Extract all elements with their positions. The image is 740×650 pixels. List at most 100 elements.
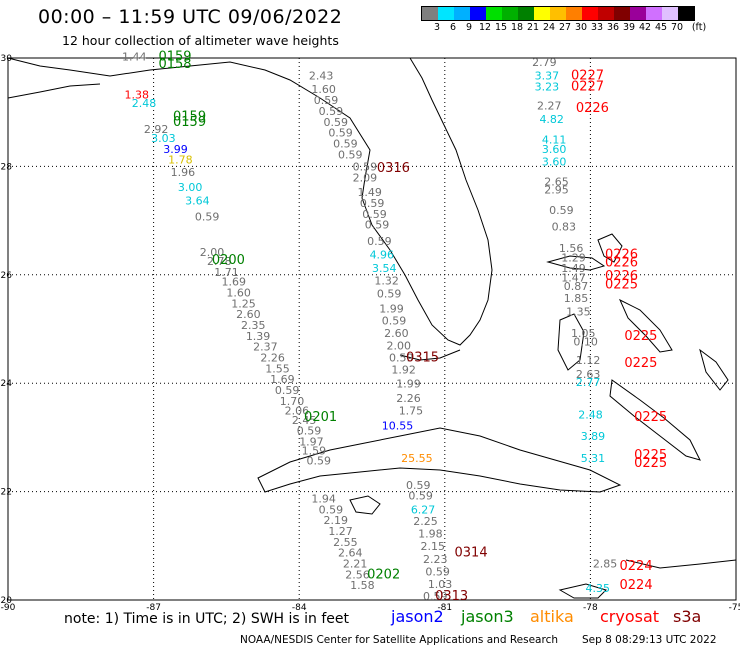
wave-height-value: 2.55: [333, 536, 358, 549]
latitude-label: 22: [1, 488, 12, 498]
legend-labels: 3 6 9 12 15 18 21 24 27 30 33 36 39 42 45 70 (ft): [421, 21, 706, 35]
wave-height-value: 2.26: [396, 392, 421, 405]
wave-height-value: 1.97: [299, 436, 324, 449]
legend-tick-label: 21: [526, 22, 540, 33]
wave-height-value: 2.48: [578, 408, 603, 421]
wave-height-value: 1.69: [270, 373, 295, 386]
wave-height-value: 3.23: [535, 81, 560, 94]
track-time-label: 0159: [173, 109, 206, 124]
legend-swatch: [550, 7, 566, 20]
page-title: 00:00 – 11:59 UTC 09/06/2022: [38, 6, 343, 28]
page-subtitle: 12 hour collection of altimeter wave hei…: [62, 33, 339, 48]
cuba-coastline: [257, 427, 622, 493]
legend-swatch: [646, 7, 662, 20]
track-time-label: 0224: [620, 559, 653, 574]
legend-tick-label: 12: [478, 22, 492, 33]
wave-height-value: 2.85: [593, 557, 618, 570]
track-time-label: 0227: [571, 69, 604, 84]
wave-height-value: 1.58: [350, 579, 375, 592]
track-time-label: 0225: [634, 410, 667, 425]
wave-height-value: 0.59: [319, 105, 344, 118]
mainland-panhandle: [7, 83, 101, 99]
legend-swatch: [566, 7, 582, 20]
track-time-label: 0200: [212, 253, 245, 268]
wave-height-value: 10.55: [382, 419, 414, 432]
wave-height-value: 1.55: [265, 362, 290, 375]
legend-tick-label: 70: [670, 22, 684, 33]
wave-height-value: 2.77: [576, 376, 601, 389]
wave-height-value: 1.35: [566, 305, 591, 318]
wave-height-value: 2.43: [309, 70, 334, 83]
legend-tick-label: 30: [574, 22, 588, 33]
wave-height-value: 2.95: [544, 184, 569, 197]
wave-height-value: 6.27: [411, 503, 436, 516]
track-time-label: 0159: [173, 115, 206, 130]
wave-height-value: 0.59: [314, 94, 339, 107]
wave-height-value: 0.59: [377, 288, 402, 301]
longitude-label: -81: [437, 603, 452, 613]
satellite-name-jason3: jason3: [461, 607, 514, 626]
longitude-label: -87: [146, 603, 161, 613]
wave-height-value: 2.00: [200, 246, 225, 259]
wave-height-value: 1.25: [231, 297, 256, 310]
legend-tick-label: 9: [465, 22, 473, 33]
wave-height-value: 1.85: [564, 292, 589, 305]
wave-height-value: 0.59: [338, 148, 363, 161]
legend-tick-label: 42: [638, 22, 652, 33]
latitude-labels: 30 28 26 24 22 20: [1, 54, 13, 606]
map-frame: [7, 57, 737, 601]
track-time-label: 0159: [158, 50, 191, 65]
legend-swatch: [534, 7, 550, 20]
wave-height-value: 1.47: [561, 271, 586, 284]
wave-height-value: 3.89: [581, 430, 606, 443]
wave-height-value: 0.59: [408, 490, 433, 503]
generated-timestamp: Sep 8 08:29:13 UTC 2022: [582, 634, 717, 646]
longitude-label: -75: [729, 603, 740, 613]
wave-height-value: 25.55: [401, 452, 433, 465]
wave-height-value: 0.83: [552, 220, 577, 233]
latitude-label: 28: [1, 162, 13, 172]
wave-height-value: 2.78: [207, 255, 232, 268]
legend-color-bar: [421, 6, 695, 21]
wave-height-value: 3.60: [542, 143, 567, 156]
wave-height-value: 1.29: [561, 251, 586, 264]
wave-height-value: 0.59: [549, 204, 574, 217]
wave-height-value: 3.99: [163, 143, 188, 156]
wave-height-value: 0.59: [306, 455, 331, 468]
wave-height-value: 2.65: [544, 175, 569, 188]
wave-height-value: 2.00: [387, 340, 412, 353]
wave-height-legend: 3 6 9 12 15 18 21 24 27 30 33 36 39 42 45 70 (ft): [421, 6, 706, 35]
latitude-label: 30: [1, 54, 13, 64]
legend-swatch: [518, 7, 534, 20]
bahamas-exuma: [609, 379, 701, 461]
satellite-name-cryosat: cryosat: [600, 607, 660, 626]
legend-tick-label: 45: [654, 22, 668, 33]
track-time-label: 0226: [605, 248, 638, 263]
wave-height-value: 1.60: [311, 83, 336, 96]
legend-tick-label: 36: [606, 22, 620, 33]
wave-height-value: 2.25: [413, 515, 438, 528]
track-time-label: 0224: [620, 578, 653, 593]
satellite-name-s3a: s3a: [673, 607, 702, 626]
wave-height-value: 1.49: [357, 186, 382, 199]
wave-height-value: 1.99: [379, 303, 404, 316]
wave-height-value: 0.59: [382, 315, 407, 328]
legend-tick-label: 3: [433, 22, 441, 33]
wave-height-value: 3.03: [151, 132, 176, 145]
wave-height-value: 4.11: [542, 134, 567, 147]
footer-note: note: 1) Time is in UTC; 2) SWH is in fe…: [64, 611, 350, 627]
wave-height-value: 1.98: [418, 528, 443, 541]
wave-height-value: 2.56: [345, 568, 370, 581]
track-time-label: 0202: [367, 567, 400, 582]
track-time-labels: 0159015801590159020002010202031603150314…: [158, 50, 667, 604]
jamaica-coast: [558, 583, 607, 599]
wave-height-value: 1.96: [171, 166, 196, 179]
legend-tick-label: 15: [494, 22, 508, 33]
wave-height-value: 1.27: [328, 525, 353, 538]
legend-tick-label: 39: [622, 22, 636, 33]
wave-height-value: 2.60: [236, 308, 261, 321]
track-time-label: 0227: [571, 80, 604, 95]
bahamas-andros: [557, 313, 585, 371]
bahamas-east: [699, 348, 729, 391]
wave-height-value: 1.12: [576, 354, 601, 367]
